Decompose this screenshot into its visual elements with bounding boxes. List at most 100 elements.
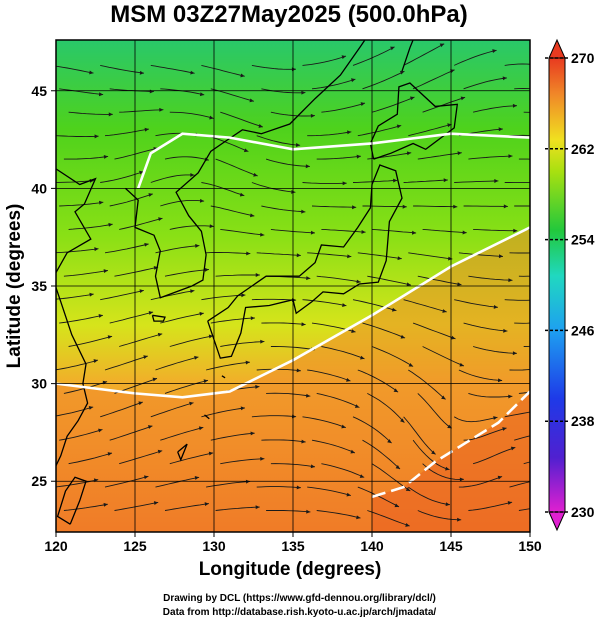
streamline xyxy=(311,205,357,208)
streamline xyxy=(56,180,94,183)
streamline-arrow xyxy=(158,217,163,222)
streamline-arrow xyxy=(108,222,113,227)
streamline-arrow xyxy=(347,254,352,259)
streamline xyxy=(59,314,103,324)
streamline-arrow xyxy=(494,179,499,183)
streamline xyxy=(412,69,455,90)
streamline xyxy=(473,105,518,113)
streamline xyxy=(352,179,398,183)
streamline xyxy=(417,275,462,286)
streamline-arrow xyxy=(301,322,306,327)
streamline xyxy=(119,217,163,230)
x-tick-label: 120 xyxy=(44,538,68,554)
streamline xyxy=(509,252,530,254)
streamline xyxy=(514,88,530,90)
x-tick-label: 145 xyxy=(439,538,463,554)
streamline-arrow xyxy=(400,334,406,339)
streamline xyxy=(220,458,265,465)
streamline-arrow xyxy=(260,456,265,461)
streamline-arrow xyxy=(139,289,144,294)
streamline-arrow xyxy=(457,517,462,522)
streamline xyxy=(367,275,412,286)
streamline-arrow xyxy=(198,426,204,431)
streamline xyxy=(56,406,94,417)
streamline xyxy=(509,134,530,137)
streamline-arrow xyxy=(148,193,153,197)
streamline-arrow xyxy=(503,328,508,333)
streamline xyxy=(357,369,399,393)
streamline xyxy=(220,111,264,128)
colorbar-bar xyxy=(548,57,566,513)
streamline xyxy=(504,411,530,418)
streamline xyxy=(307,369,351,382)
streamline xyxy=(408,252,453,260)
streamline xyxy=(321,228,366,233)
streamline-arrow xyxy=(346,492,351,497)
streamline xyxy=(468,155,513,160)
streamline xyxy=(169,111,214,119)
streamline xyxy=(472,446,516,465)
streamline-arrow xyxy=(459,362,464,367)
streamline-arrow xyxy=(399,70,405,75)
streamline xyxy=(169,225,214,230)
colorbar: 230 238 246 254 262 270 xyxy=(545,38,595,532)
streamline xyxy=(352,46,395,66)
streamline xyxy=(316,392,360,408)
streamline xyxy=(518,158,530,160)
coastline xyxy=(177,443,188,462)
streamline xyxy=(164,156,210,161)
streamline xyxy=(352,416,392,444)
streamline-arrow xyxy=(209,224,214,229)
coastline xyxy=(56,476,87,525)
streamline xyxy=(413,205,458,208)
streamline-arrow xyxy=(245,360,250,365)
streamline xyxy=(458,252,504,257)
colorbar-tick-label: 238 xyxy=(571,413,595,429)
x-tick-label: 130 xyxy=(202,538,226,554)
streamline xyxy=(220,341,265,347)
streamline xyxy=(412,439,450,471)
streamline xyxy=(302,299,347,307)
streamline-arrow xyxy=(143,475,149,480)
streamline xyxy=(155,476,200,488)
x-axis-ticks: 120 125 130 135 140 145 150 xyxy=(44,532,542,554)
streamline-arrow xyxy=(453,204,458,209)
streamline xyxy=(514,322,530,324)
streamline xyxy=(59,88,104,96)
streamline-arrow xyxy=(411,230,417,235)
isotherm-line xyxy=(136,132,530,189)
streamline-arrow xyxy=(306,509,311,514)
streamline-arrow xyxy=(296,485,301,490)
plot-area xyxy=(56,40,530,532)
streamline xyxy=(210,317,255,324)
streamline xyxy=(215,158,258,177)
streamline xyxy=(160,312,204,324)
streamline xyxy=(256,252,301,256)
streamline xyxy=(119,450,163,465)
streamline-arrow xyxy=(405,487,411,492)
streamline-arrow xyxy=(249,98,254,103)
y-tick-label: 35 xyxy=(31,278,47,294)
streamline-arrow xyxy=(108,112,113,117)
streamline-arrow xyxy=(138,401,143,406)
streamline-arrow xyxy=(144,127,149,132)
streamline xyxy=(100,289,144,301)
streamline xyxy=(220,228,265,236)
streamline-arrow xyxy=(442,309,447,313)
streamline-arrow xyxy=(498,254,504,259)
streamline xyxy=(201,64,245,77)
streamline xyxy=(504,63,530,66)
colorbar-lower-extend xyxy=(548,511,566,532)
streamline-arrow xyxy=(195,243,200,248)
streamline xyxy=(265,158,310,167)
streamline xyxy=(100,64,145,74)
streamline xyxy=(261,439,306,443)
streamline-arrow xyxy=(98,428,103,433)
streamline xyxy=(367,510,410,527)
streamline xyxy=(362,439,401,470)
streamline-arrow xyxy=(508,278,513,283)
y-tick-label: 30 xyxy=(31,376,47,392)
streamline xyxy=(422,228,467,234)
streamline-arrow xyxy=(246,251,251,256)
coastline xyxy=(369,82,459,160)
